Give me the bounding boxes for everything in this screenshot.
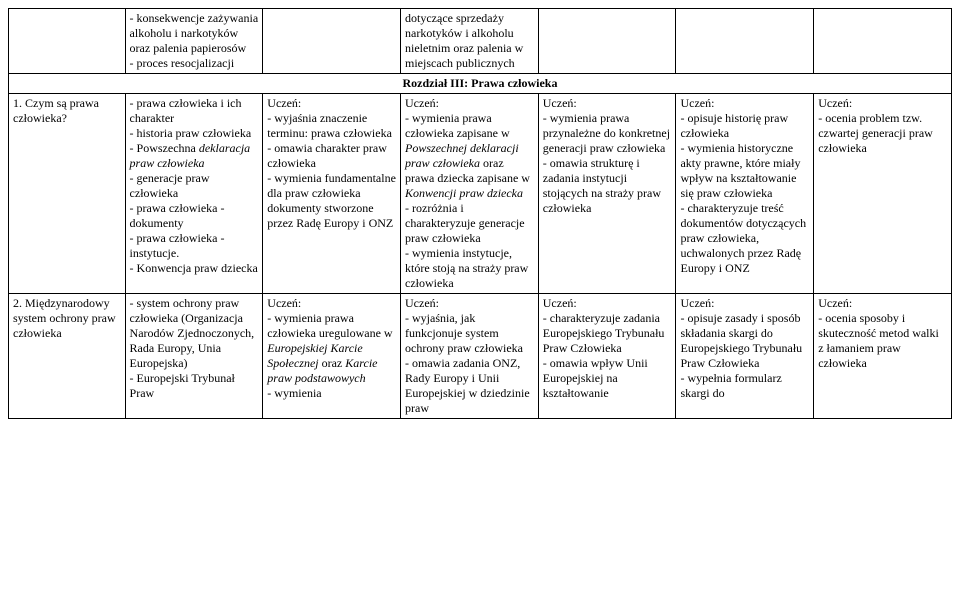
cell: - konsekwencje zażywania alkoholu i nark… [125, 9, 263, 74]
cell: - system ochrony praw człowieka (Organiz… [125, 294, 263, 419]
cell: Uczeń:- wymienia prawa człowieka uregulo… [263, 294, 401, 419]
cell [263, 9, 401, 74]
cell: - prawa człowieka i ich charakter- histo… [125, 94, 263, 294]
cell: dotyczące sprzedaży narkotyków i alkohol… [401, 9, 539, 74]
cell [814, 9, 952, 74]
table-row: - konsekwencje zażywania alkoholu i nark… [9, 9, 952, 74]
cell: Uczeń:- wymienia prawa człowieka zapisan… [401, 94, 539, 294]
cell [538, 9, 676, 74]
section-title: Rozdział III: Prawa człowieka [9, 74, 952, 94]
table-row: 2. Międzynarodowy system ochrony praw cz… [9, 294, 952, 419]
curriculum-table: - konsekwencje zażywania alkoholu i nark… [8, 8, 952, 419]
cell [676, 9, 814, 74]
cell: Uczeń:- ocenia problem tzw. czwartej gen… [814, 94, 952, 294]
table-row: 1. Czym są prawa człowieka? - prawa czło… [9, 94, 952, 294]
cell: Uczeń:- ocenia sposoby i skuteczność met… [814, 294, 952, 419]
cell-topic: 1. Czym są prawa człowieka? [9, 94, 126, 294]
cell [9, 9, 126, 74]
cell-topic: 2. Międzynarodowy system ochrony praw cz… [9, 294, 126, 419]
cell: Uczeń:- wymienia prawa przynależne do ko… [538, 94, 676, 294]
cell: Uczeń:- wyjaśnia, jak funkcjonuje system… [401, 294, 539, 419]
cell: Uczeń:- charakteryzuje zadania Europejsk… [538, 294, 676, 419]
cell: Uczeń:- wyjaśnia znaczenie terminu: praw… [263, 94, 401, 294]
cell: Uczeń:- opisuje zasady i sposób składani… [676, 294, 814, 419]
section-title-row: Rozdział III: Prawa człowieka [9, 74, 952, 94]
cell: Uczeń:- opisuje historię praw człowieka-… [676, 94, 814, 294]
